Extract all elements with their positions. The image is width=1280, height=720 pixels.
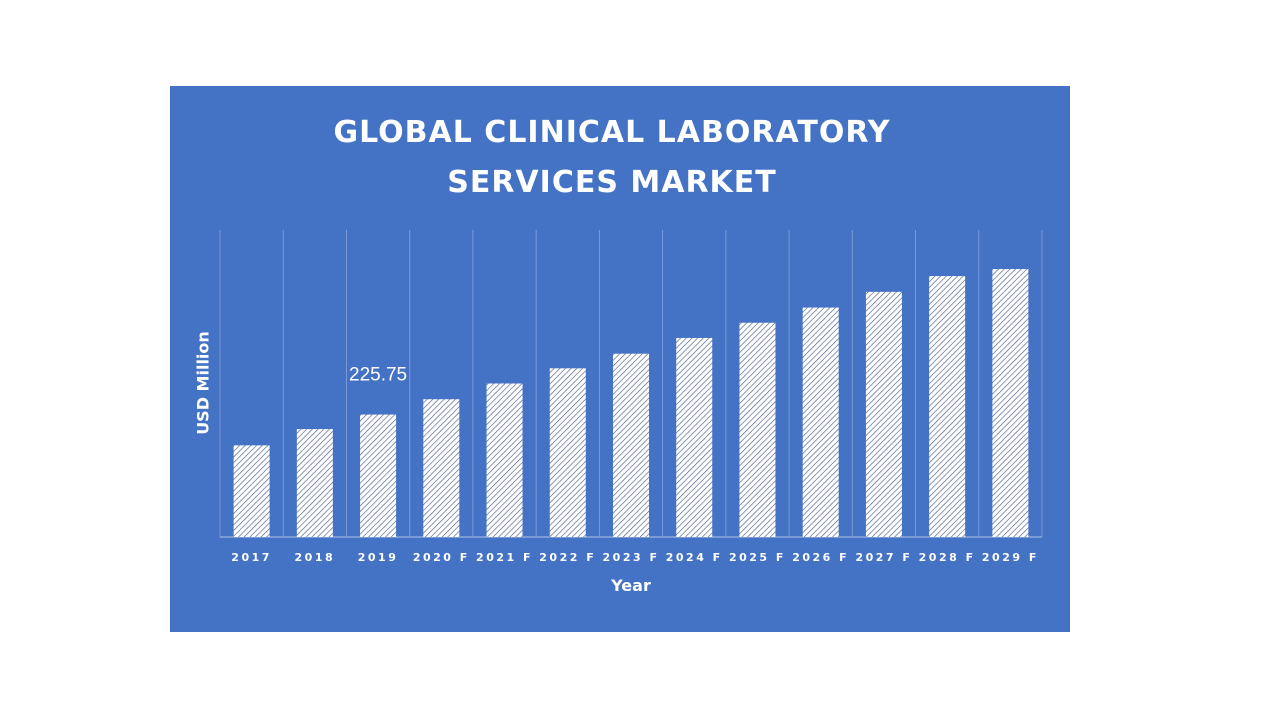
x-tick-label: 2022 F [539,551,596,564]
x-tick-label: 2026 F [792,551,849,564]
chart-title: GLOBAL CLINICAL LABORATORY SERVICES MARK… [170,108,1054,208]
chart-title-line-2: SERVICES MARKET [447,165,777,200]
x-tick-label: 2024 F [666,551,723,564]
x-axis-label: Year [611,576,651,595]
x-tick-label: 2029 F [982,551,1039,564]
x-tick-label: 2021 F [476,551,533,564]
bar-2028-F [929,276,966,537]
bar-2020-F [423,399,460,537]
x-tick-label: 2017 [231,551,272,564]
bar-2023-F [613,353,649,537]
bar-2019 [360,414,397,537]
bar-2029-F [992,269,1029,537]
bar-2021-F [486,383,523,537]
x-tick-label: 2018 [295,551,336,564]
x-tick-label: 2019 [358,551,399,564]
bar-2026-F [802,307,839,537]
x-tick-label: 2027 F [855,551,912,564]
x-tick-label: 2020 F [413,551,470,564]
bar-2024-F [676,337,713,537]
bar-2017 [233,445,270,537]
x-tick-label: 2023 F [603,551,660,564]
bar-2018 [296,429,333,537]
bar-2022-F [549,368,586,537]
x-tick-label: 2028 F [919,551,976,564]
data-label: 225.75 [349,365,407,386]
bar-2025-F [739,322,776,537]
bar-2027-F [865,291,902,537]
chart-title-line-1: GLOBAL CLINICAL LABORATORY [333,115,891,150]
x-tick-label: 2025 F [729,551,786,564]
